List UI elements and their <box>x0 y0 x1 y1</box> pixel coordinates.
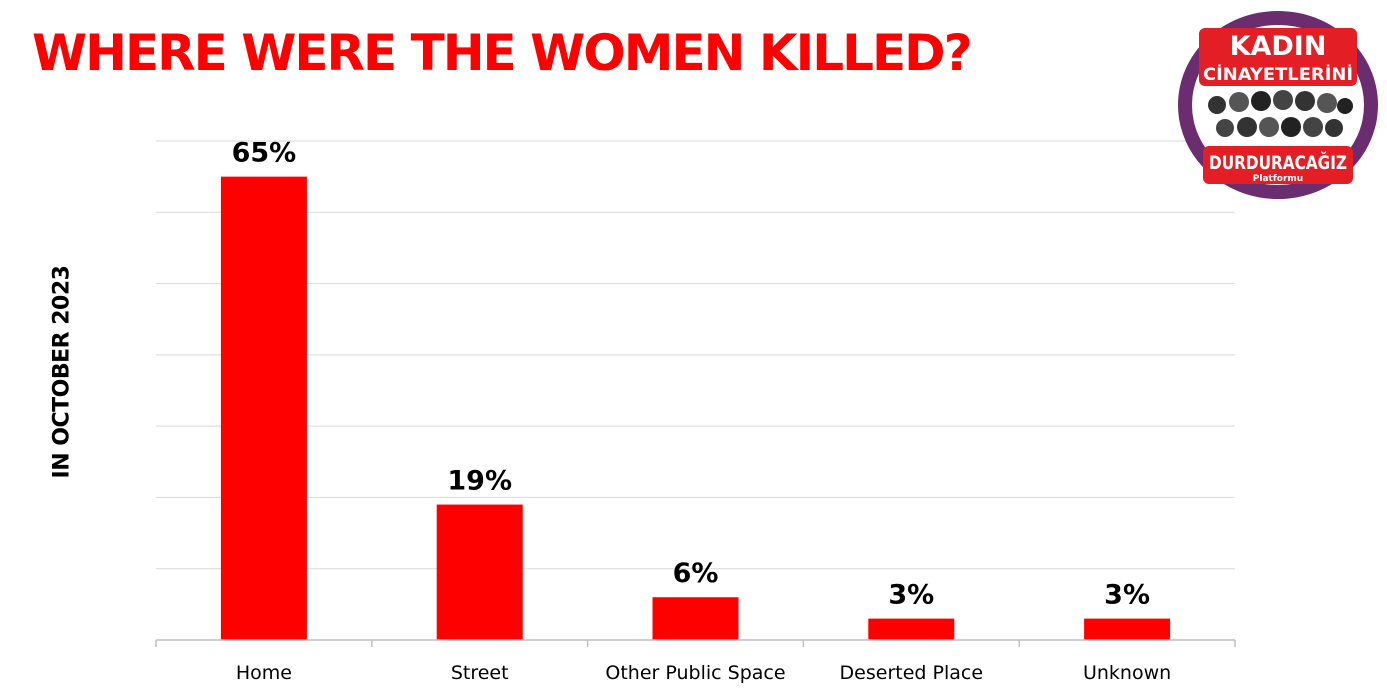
bar-deserted-place <box>868 618 955 640</box>
data-label: 3% <box>1104 580 1150 611</box>
logo-line4: Platformu <box>1253 174 1303 184</box>
x-tick-label: Street <box>451 662 509 684</box>
chart-title: WHERE WERE THE WOMEN KILLED? <box>32 24 973 82</box>
data-label: 65% <box>232 138 297 169</box>
x-tick-label: Unknown <box>1083 662 1171 684</box>
grid-lines <box>156 140 1235 570</box>
faces-illustration <box>1208 90 1353 137</box>
x-axis: Home Street Other Public Space Deserted Pla… <box>155 639 1236 684</box>
logo-line2: CİNAYETLERİNİ <box>1203 63 1353 85</box>
data-labels: 65% 19% 6% 3% 3% <box>232 138 1150 611</box>
x-tick-label: Other Public Space <box>605 662 785 684</box>
bar-unknown <box>1084 618 1171 640</box>
data-label: 3% <box>888 580 934 611</box>
x-tick-label: Home <box>236 662 292 684</box>
bar-home <box>220 176 307 640</box>
bar-other-public-space <box>652 597 739 640</box>
logo-line1: KADIN <box>1230 31 1327 62</box>
logo-line3: DURDURACAĞIZ <box>1209 150 1347 174</box>
x-tick-label: Deserted Place <box>840 662 983 684</box>
bar-street <box>436 504 523 640</box>
data-label: 19% <box>447 466 512 497</box>
bars <box>220 176 1171 640</box>
data-label: 6% <box>673 558 719 589</box>
kadin-cinayetlerini-logo: KADIN CİNAYETLERİNİ DURDURACAĞIZ Platfor… <box>1178 11 1378 199</box>
